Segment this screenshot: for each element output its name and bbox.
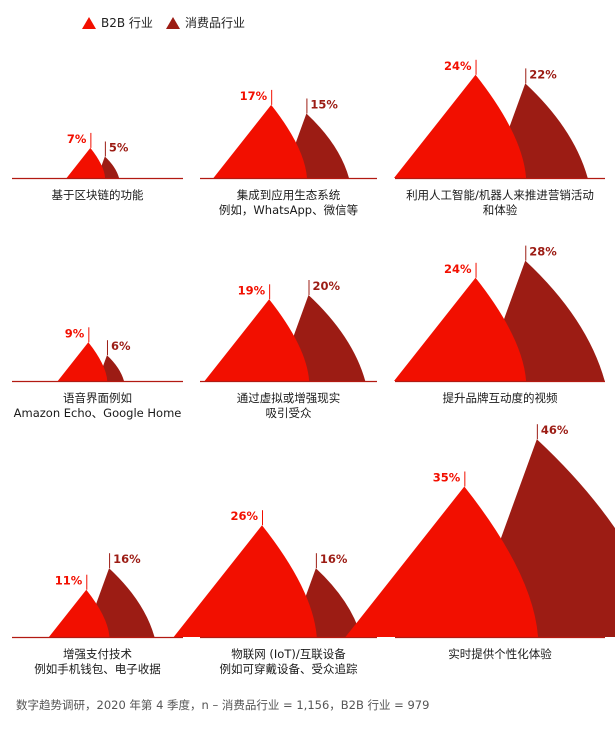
legend-label-consumer: 消费品行业 [185,16,246,30]
b2b-value-label: 26% [230,509,258,523]
category-label: 实时提供个性化体验 [448,647,552,661]
legend-label-b2b: B2B 行业 [101,16,153,30]
b2b-value-label: 24% [444,59,472,73]
category-label-line: 通过虚拟或增强现实 [237,391,341,405]
category-label-line: 例如手机钱包、电子收据 [34,662,161,676]
consumer-value-label: 20% [313,279,341,293]
chart-panel: 24% 28% 提升品牌互动度的视频 [394,245,605,405]
chart-panel: 17% 15% 集成到应用生态系统例如，WhatsApp、微信等 [200,89,377,217]
b2b-mark [173,525,317,637]
category-label-line: Amazon Echo、Google Home [14,406,182,420]
b2b-mark [394,74,527,178]
chart-panel: 19% 20% 通过虚拟或增强现实吸引受众 [200,279,377,420]
category-label: 利用人工智能/机器人来推进营销活动和体验 [406,188,594,217]
chart-panel: 35% 46% 实时提供个性化体验 [345,423,615,661]
b2b-mark [57,342,108,381]
category-label-line: 利用人工智能/机器人来推进营销活动 [406,188,594,202]
consumer-value-label: 5% [109,141,129,155]
chart-panel: 9% 6% 语音界面例如 Amazon Echo、Google Home [12,326,183,420]
consumer-value-label: 16% [113,552,141,566]
b2b-mark [213,104,307,178]
category-label-line: 集成到应用生态系统 [237,188,341,202]
category-label: 提升品牌互动度的视频 [443,391,558,405]
category-label: 集成到应用生态系统例如，WhatsApp、微信等 [219,188,358,217]
chart-panel: 11% 16% 增强支付技术例如手机钱包、电子收据 [12,552,183,676]
b2b-mark [48,589,110,637]
b2b-mark [66,147,106,178]
b2b-value-label: 19% [238,283,266,297]
consumer-value-label: 16% [320,552,348,566]
category-label-line: 增强支付技术 [63,647,132,661]
footnote: 数字趋势调研，2020 年第 4 季度，n – 消费品行业 = 1,156，B2… [16,698,430,712]
category-label-line: 提升品牌互动度的视频 [443,391,558,405]
b2b-value-label: 7% [67,132,87,146]
category-label-line: 物联网 (IoT)/互联设备 [231,647,346,661]
b2b-value-label: 9% [65,326,85,340]
chart-panel: 24% 22% 利用人工智能/机器人来推进营销活动和体验 [394,59,605,217]
b2b-value-label: 24% [444,262,472,276]
consumer-value-label: 28% [529,245,557,259]
category-label-line: 语音界面例如 [63,391,132,405]
category-label-line: 吸引受众 [266,406,312,420]
category-label: 物联网 (IoT)/互联设备例如可穿戴设备、受众追踪 [220,647,358,676]
consumer-value-label: 46% [541,423,569,437]
category-label: 增强支付技术例如手机钱包、电子收据 [34,647,161,676]
chart-grid: 7% 5% 基于区块链的功能 17% 15% 集成到应用生态系统例如，WhatsApp、微… [12,59,615,676]
category-label-line: 例如可穿戴设备、受众追踪 [220,662,358,676]
b2b-mark [394,277,527,381]
consumer-value-label: 15% [310,98,338,112]
consumer-value-label: 6% [111,339,131,353]
category-label-line: 和体验 [483,203,518,217]
category-label-line: 例如，WhatsApp、微信等 [219,203,358,217]
consumer-triangle-icon [166,16,180,29]
category-label: 通过虚拟或增强现实吸引受众 [237,391,341,420]
b2b-value-label: 35% [433,471,461,485]
legend-item-consumer: 消费品行业 [166,14,245,31]
category-label-line: 基于区块链的功能 [52,188,144,202]
b2b-mark [204,299,310,381]
consumer-value-label: 22% [529,67,557,81]
category-label: 语音界面例如 Amazon Echo、Google Home [14,391,182,420]
chart-panel: 26% 16% 物联网 (IoT)/互联设备例如可穿戴设备、受众追踪 [173,509,377,676]
legend-item-b2b: B2B 行业 [82,14,153,31]
category-label-line: 实时提供个性化体验 [448,647,552,661]
category-label: 基于区块链的功能 [52,188,144,202]
b2b-mark [345,486,539,637]
b2b-value-label: 17% [240,89,268,103]
b2b-value-label: 11% [55,574,83,588]
chart-panel: 7% 5% 基于区块链的功能 [12,132,183,202]
b2b-triangle-icon [82,16,96,29]
legend: B2B 行业 消费品行业 [0,0,615,40]
